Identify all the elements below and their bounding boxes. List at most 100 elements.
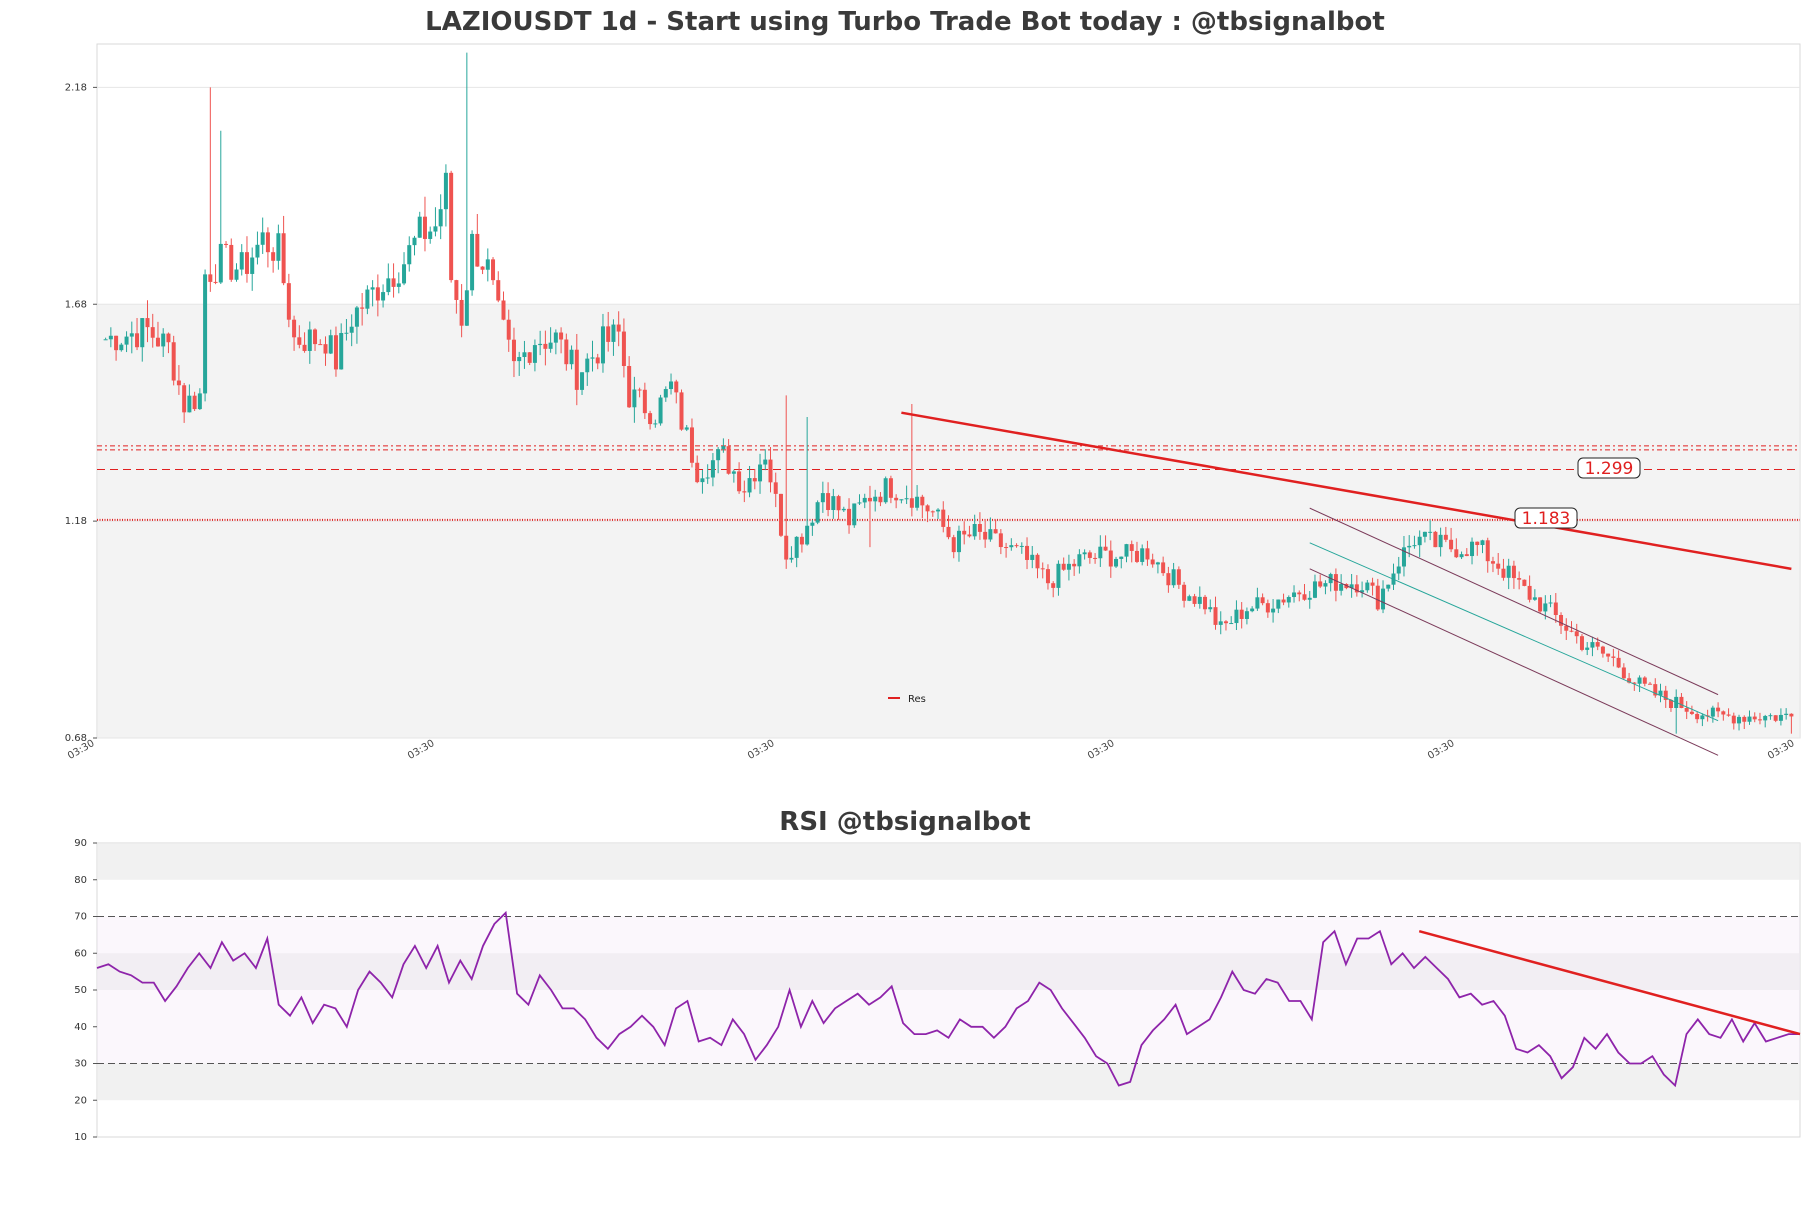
candle-body bbox=[710, 460, 715, 478]
candle-body bbox=[658, 397, 663, 424]
candle-body bbox=[1485, 540, 1490, 562]
candle-body bbox=[422, 216, 427, 239]
candle-body bbox=[1134, 550, 1139, 562]
candle-body bbox=[1223, 621, 1228, 624]
candle-body bbox=[433, 226, 438, 232]
candle-body bbox=[962, 530, 967, 535]
candle-body bbox=[318, 344, 323, 346]
candle-body bbox=[538, 343, 543, 346]
candle-body bbox=[574, 349, 579, 390]
candle-body bbox=[1365, 582, 1370, 591]
candle-body bbox=[805, 525, 810, 545]
level-label-upper-text: 1.299 bbox=[1585, 459, 1634, 479]
candle-body bbox=[590, 357, 595, 359]
candle-body bbox=[936, 509, 941, 512]
candle-body bbox=[1161, 562, 1166, 574]
candle-body bbox=[197, 393, 202, 410]
candle-body bbox=[1517, 578, 1522, 580]
candle-body bbox=[344, 332, 349, 334]
candle-body bbox=[464, 290, 469, 326]
y-tick-label: 1.18 bbox=[65, 516, 87, 527]
candle-body bbox=[1621, 667, 1626, 679]
candle-body bbox=[1066, 563, 1071, 570]
candle-body bbox=[1553, 602, 1558, 616]
candle-body bbox=[1532, 597, 1537, 600]
x-tick-label: 03:30 bbox=[1086, 738, 1116, 762]
candle-body bbox=[150, 327, 155, 338]
candle-body bbox=[1574, 631, 1579, 637]
candle-body bbox=[1381, 588, 1386, 610]
candle-body bbox=[171, 342, 176, 381]
level-label-upper: 1.299 bbox=[1577, 457, 1641, 479]
candle-body bbox=[569, 349, 574, 365]
candle-body bbox=[763, 459, 768, 465]
candle-body bbox=[1072, 563, 1077, 567]
candle-body bbox=[1443, 534, 1448, 540]
candle-body bbox=[155, 337, 160, 347]
candle-body bbox=[459, 299, 464, 326]
candle-body bbox=[386, 278, 391, 293]
candle-body bbox=[1297, 592, 1302, 595]
candle-body bbox=[1438, 534, 1443, 548]
rsi-y-tick-label: 30 bbox=[74, 1059, 87, 1070]
candle-body bbox=[417, 216, 422, 238]
candle-body bbox=[747, 478, 752, 493]
candle-body bbox=[480, 266, 485, 270]
candle-body bbox=[1716, 707, 1721, 712]
x-tick-label: 03:30 bbox=[406, 738, 436, 762]
x-tick-label: 03:30 bbox=[1426, 738, 1456, 762]
candle-body bbox=[1522, 579, 1527, 586]
candle-body bbox=[402, 264, 407, 284]
candle-body bbox=[1307, 597, 1312, 600]
candle-body bbox=[915, 496, 920, 508]
candle-body bbox=[543, 343, 548, 349]
candle-body bbox=[532, 345, 537, 363]
candle-body bbox=[852, 503, 857, 526]
candle-body bbox=[1087, 552, 1092, 558]
candle-body bbox=[1648, 683, 1653, 685]
candle-body bbox=[255, 244, 260, 258]
candle-body bbox=[496, 280, 501, 301]
candle-body bbox=[1182, 584, 1187, 601]
candle-body bbox=[941, 509, 946, 527]
candle-body bbox=[998, 533, 1003, 548]
candle-body bbox=[1710, 707, 1715, 717]
candle-body bbox=[1302, 594, 1307, 600]
candle-body bbox=[847, 508, 852, 526]
candle-body bbox=[1323, 583, 1328, 587]
candle-body bbox=[323, 344, 328, 354]
candle-body bbox=[888, 478, 893, 498]
candle-body bbox=[716, 449, 721, 461]
candle-body bbox=[239, 252, 244, 270]
candle-body bbox=[967, 534, 972, 537]
candle-body bbox=[1375, 585, 1380, 610]
candle-body bbox=[611, 324, 616, 342]
candle-body bbox=[1407, 545, 1412, 548]
candle-body bbox=[1538, 597, 1543, 612]
candle-body bbox=[1292, 592, 1297, 598]
candle-body bbox=[491, 259, 496, 281]
candle-body bbox=[1747, 716, 1752, 722]
candle-body bbox=[700, 478, 705, 483]
candle-body bbox=[642, 389, 647, 414]
rsi-neutral-zone bbox=[97, 916, 1800, 1064]
candle-body bbox=[1721, 711, 1726, 715]
rsi-band bbox=[97, 843, 1800, 880]
candle-body bbox=[925, 505, 930, 512]
candle-body bbox=[292, 319, 297, 338]
candle-body bbox=[1281, 599, 1286, 603]
candle-body bbox=[307, 329, 312, 351]
y-tick-label: 2.18 bbox=[65, 82, 87, 93]
candle-body bbox=[438, 209, 443, 227]
candle-body bbox=[1569, 630, 1574, 632]
candle-body bbox=[731, 471, 736, 474]
candle-body bbox=[1155, 562, 1160, 565]
candle-body bbox=[637, 389, 642, 391]
candle-body bbox=[721, 446, 726, 450]
candle-body bbox=[674, 381, 679, 393]
candle-body bbox=[1428, 531, 1433, 533]
candle-body bbox=[1663, 690, 1668, 700]
candle-body bbox=[475, 233, 480, 267]
candle-body bbox=[1030, 554, 1035, 560]
candle-body bbox=[1077, 554, 1082, 567]
